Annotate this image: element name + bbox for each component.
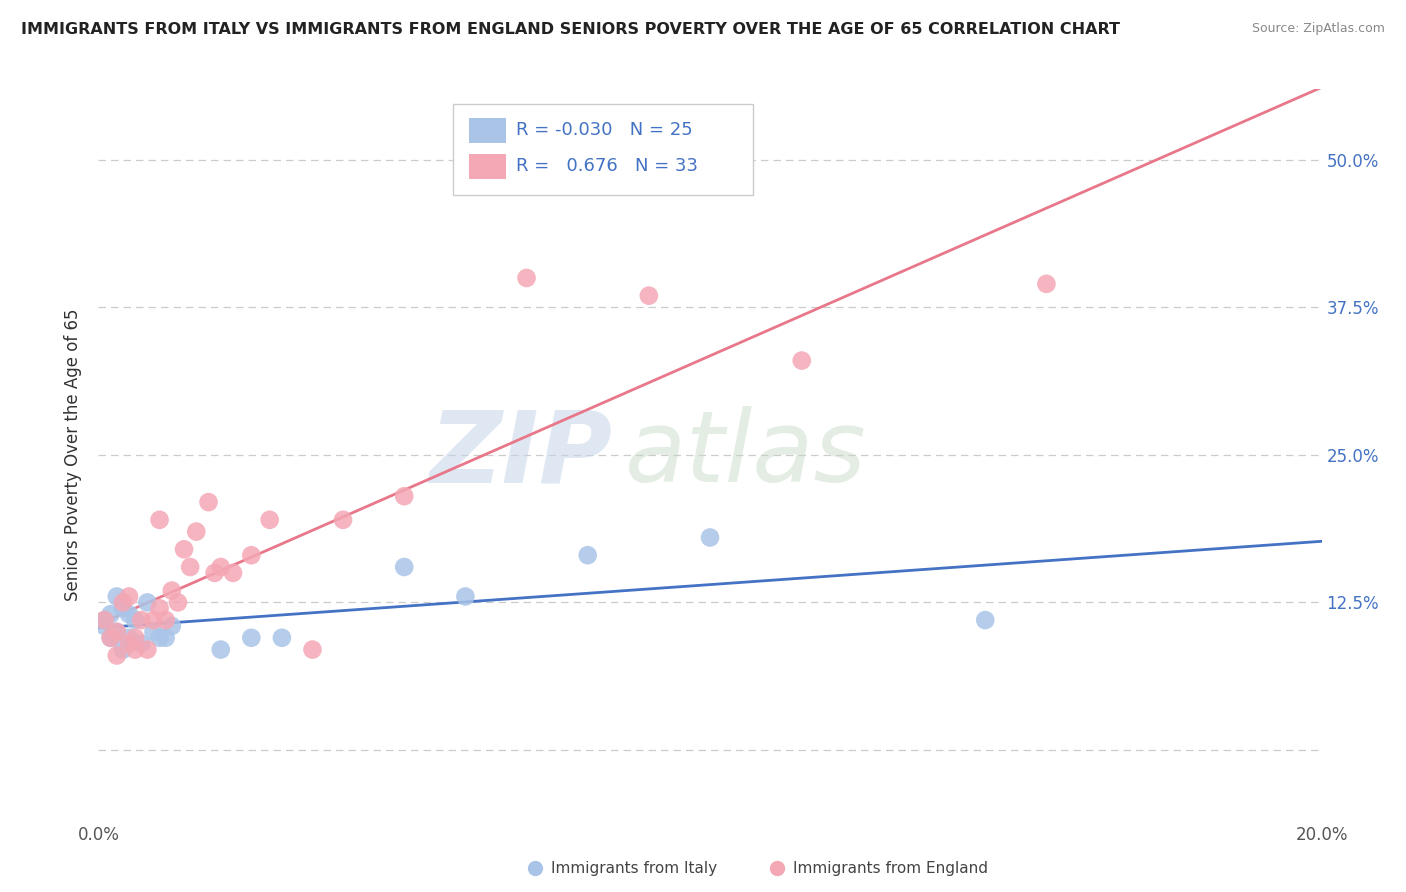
Text: Immigrants from Italy: Immigrants from Italy	[551, 861, 717, 876]
Point	[93, 619, 115, 633]
Point	[100, 631, 122, 645]
Text: IMMIGRANTS FROM ITALY VS IMMIGRANTS FROM ENGLAND SENIORS POVERTY OVER THE AGE OF: IMMIGRANTS FROM ITALY VS IMMIGRANTS FROM…	[21, 22, 1121, 37]
Point	[454, 590, 477, 604]
Point	[790, 353, 813, 368]
Point	[142, 624, 165, 639]
Point	[129, 613, 152, 627]
Point	[155, 613, 177, 627]
Point	[111, 601, 134, 615]
Point	[149, 601, 172, 615]
Text: R =   0.676   N = 33: R = 0.676 N = 33	[516, 157, 697, 175]
Point	[136, 595, 159, 609]
Point	[105, 624, 128, 639]
FancyBboxPatch shape	[470, 154, 506, 179]
Point	[105, 624, 128, 639]
Point	[160, 583, 183, 598]
Point	[105, 648, 128, 663]
Text: atlas: atlas	[624, 407, 866, 503]
Point	[167, 595, 190, 609]
Point	[186, 524, 208, 539]
Point	[179, 560, 201, 574]
Text: R = -0.030   N = 25: R = -0.030 N = 25	[516, 120, 692, 138]
Point	[1035, 277, 1057, 291]
Point	[118, 590, 141, 604]
Point	[105, 590, 128, 604]
Point	[392, 560, 416, 574]
Text: Immigrants from England: Immigrants from England	[793, 861, 988, 876]
Point	[118, 631, 141, 645]
Point	[259, 513, 281, 527]
Point	[149, 631, 172, 645]
Point	[100, 631, 122, 645]
Point	[129, 637, 152, 651]
Point	[100, 607, 122, 622]
Point	[637, 288, 661, 302]
Point	[118, 607, 141, 622]
Point	[111, 642, 134, 657]
Point	[160, 619, 183, 633]
Point	[974, 613, 997, 627]
Point	[124, 631, 146, 645]
Y-axis label: Seniors Poverty Over the Age of 65: Seniors Poverty Over the Age of 65	[65, 309, 83, 601]
Point	[149, 513, 172, 527]
Point	[142, 613, 165, 627]
Point	[93, 613, 115, 627]
Point	[576, 548, 599, 562]
Point	[240, 548, 263, 562]
Point	[124, 642, 146, 657]
Point	[209, 560, 232, 574]
Point	[93, 613, 115, 627]
Point	[124, 613, 146, 627]
FancyBboxPatch shape	[470, 118, 506, 143]
Text: ZIP: ZIP	[429, 407, 612, 503]
Point	[332, 513, 354, 527]
Point	[270, 631, 292, 645]
Point	[155, 631, 177, 645]
Point	[392, 489, 416, 503]
Point	[136, 642, 159, 657]
Point	[204, 566, 226, 580]
Point	[222, 566, 245, 580]
Point	[699, 531, 721, 545]
Point	[111, 595, 134, 609]
Point	[301, 642, 323, 657]
Point	[209, 642, 232, 657]
Point	[516, 271, 538, 285]
Text: Source: ZipAtlas.com: Source: ZipAtlas.com	[1251, 22, 1385, 36]
Point	[240, 631, 263, 645]
Point	[173, 542, 195, 557]
Point	[197, 495, 219, 509]
FancyBboxPatch shape	[453, 103, 752, 195]
Point	[118, 637, 141, 651]
